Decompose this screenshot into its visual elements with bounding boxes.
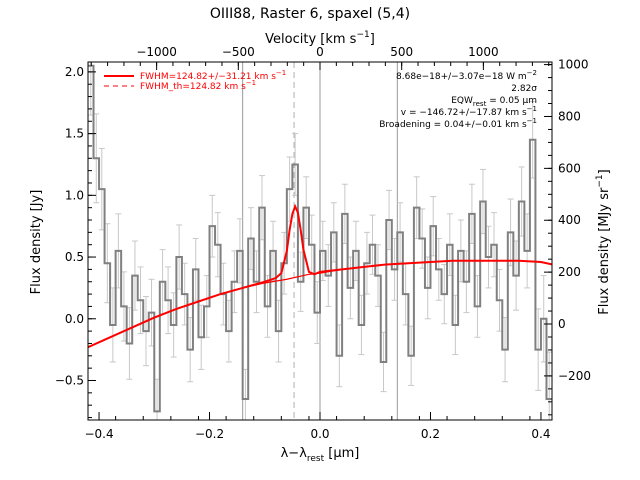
y-right-tick-label: 400 [558,213,581,227]
velocity-tick-label: 1000 [468,45,499,59]
x-tick-label: −0.2 [195,427,224,441]
y-left-tick-label: −0.5 [55,373,84,387]
annotation-sigma: 2.82σ [511,84,537,94]
fit-annotations: 8.68e−18+/−3.07e−18 W m−2 2.82σ EQWrest … [379,69,537,130]
y-right-tick-label: 600 [558,161,581,175]
y-right-tick-label: 0 [558,317,566,331]
velocity-tick-label: 500 [390,45,413,59]
chart-title: OIII88, Raster 6, spaxel (5,4) [210,6,410,22]
left-axis-label: Flux density [Jy] [29,190,44,295]
y-right-tick-label: 800 [558,109,581,123]
plot-area [88,62,552,420]
right-axis-label: Flux density [MJy sr−1] [595,169,612,314]
plot-clipped [88,62,552,420]
y-right-tick-label: 1000 [558,58,589,72]
legend-entry-fwhm-th: FWHM_th=124.82 km s−1 [140,79,256,92]
bottom-axis-label: λ−λrest [μm] [281,446,360,464]
top-axis-label: Velocity [km s−1] [265,30,375,47]
axes: −0.4 −0.2 0.0 0.2 0.4 −1000 −500 0 500 1000 −0.5 0.… [55,45,591,441]
x-tick-label: 0.2 [421,427,440,441]
y-left-tick-label: 0.5 [65,250,84,264]
y-left-tick-label: 1.5 [65,127,84,141]
annotation-eqw: EQWrest = 0.05 μm [451,96,537,108]
velocity-tick-label: −1000 [136,45,177,59]
legend: FWHM=124.82+/−31.21 km s−1 FWHM_th=124.8… [104,69,286,92]
x-tick-label: 0.0 [310,427,329,441]
legend-entry-fwhm: FWHM=124.82+/−31.21 km s−1 [140,69,286,82]
annotation-broadening: Broadening = 0.04+/−0.01 km s−1 [379,117,537,130]
y-left-tick-label: 0.0 [65,312,84,326]
y-right-tick-label: −200 [558,369,591,383]
annotation-flux: 8.68e−18+/−3.07e−18 W m−2 [396,69,537,82]
y-left-tick-label: 1.0 [65,188,84,202]
annotation-velocity: v = −146.72+/−17.87 km s−1 [401,105,537,118]
y-left-tick-label: 2.0 [65,65,84,79]
y-right-tick-label: 200 [558,265,581,279]
spectrum-step-line [88,64,552,413]
x-tick-label: 0.4 [531,427,550,441]
velocity-tick-label: 0 [316,45,324,59]
x-tick-label: −0.4 [84,427,113,441]
velocity-tick-label: −500 [222,45,255,59]
gaussian-fit-line [88,203,552,349]
